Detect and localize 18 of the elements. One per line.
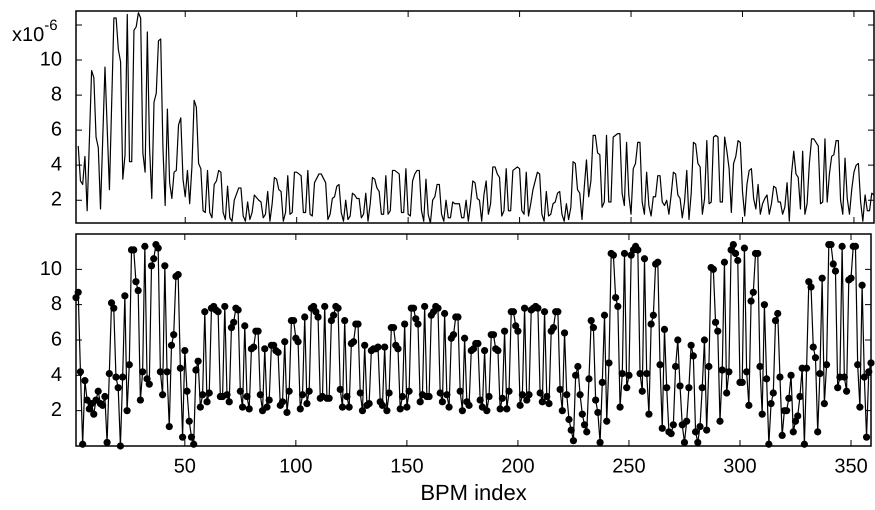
y-tick-label: 2 xyxy=(50,399,62,422)
x-tick-label: 200 xyxy=(501,456,535,478)
y-tick-label: 4 xyxy=(50,154,62,176)
y-tick-label: 4 xyxy=(50,364,62,386)
y-tick-label: 2 xyxy=(50,188,62,211)
y-tick-label: 10 xyxy=(40,258,62,280)
x-tick-label: 350 xyxy=(834,456,868,478)
x-axis-title: BPM index xyxy=(420,480,527,505)
y-tick-label: 10 xyxy=(40,48,62,71)
x-tick-label: 50 xyxy=(174,456,196,478)
y-tick-label: 6 xyxy=(50,328,62,351)
y-tick-label: 6 xyxy=(50,118,62,141)
x-tick-label: 250 xyxy=(612,456,646,478)
x-tick-label: 150 xyxy=(390,456,424,478)
x-tick-label: 100 xyxy=(279,456,313,478)
y-tick-label: 8 xyxy=(50,84,62,106)
y-tick-label: 8 xyxy=(50,293,62,316)
x-tick-label: 300 xyxy=(723,456,757,478)
